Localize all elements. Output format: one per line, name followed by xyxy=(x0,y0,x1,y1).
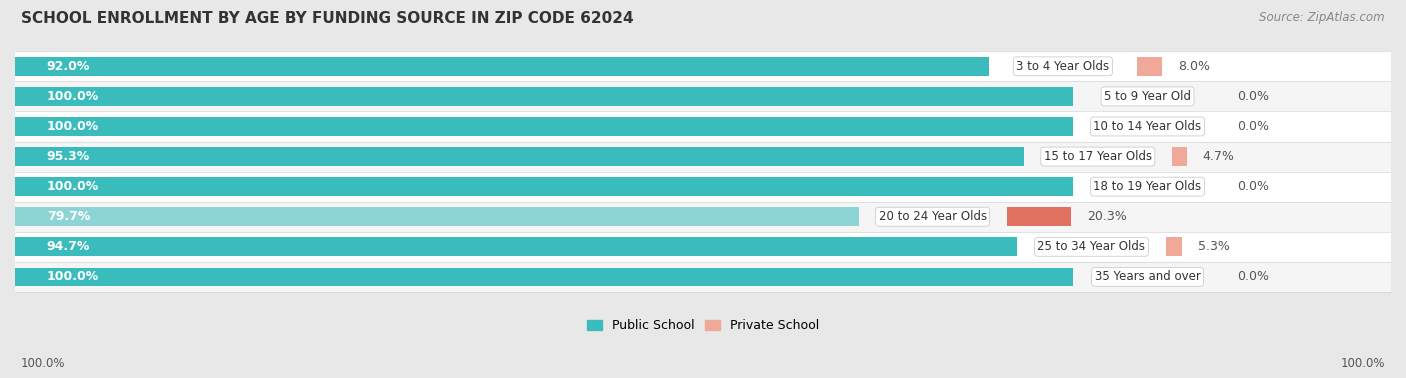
Text: 3 to 4 Year Olds: 3 to 4 Year Olds xyxy=(1017,60,1109,73)
Text: 20 to 24 Year Olds: 20 to 24 Year Olds xyxy=(879,210,987,223)
Legend: Public School, Private School: Public School, Private School xyxy=(582,314,824,337)
Bar xyxy=(1137,57,1163,76)
Bar xyxy=(0,172,1406,202)
Text: 100.0%: 100.0% xyxy=(46,270,98,284)
Bar xyxy=(15,268,1073,286)
Bar xyxy=(15,117,1073,136)
Bar xyxy=(15,57,988,76)
Text: 0.0%: 0.0% xyxy=(1237,180,1270,193)
Bar xyxy=(0,51,1406,81)
Text: 100.0%: 100.0% xyxy=(46,120,98,133)
Text: 0.0%: 0.0% xyxy=(1237,90,1270,103)
Text: 4.7%: 4.7% xyxy=(1202,150,1234,163)
Text: 18 to 19 Year Olds: 18 to 19 Year Olds xyxy=(1094,180,1202,193)
Text: 79.7%: 79.7% xyxy=(46,210,90,223)
Text: 8.0%: 8.0% xyxy=(1178,60,1211,73)
Bar xyxy=(15,87,1073,106)
Bar xyxy=(0,112,1406,141)
Text: 25 to 34 Year Olds: 25 to 34 Year Olds xyxy=(1038,240,1146,253)
Bar xyxy=(0,81,1406,112)
Text: 100.0%: 100.0% xyxy=(1340,358,1385,370)
Text: 100.0%: 100.0% xyxy=(21,358,66,370)
Text: 94.7%: 94.7% xyxy=(46,240,90,253)
Bar xyxy=(0,141,1406,172)
Text: 0.0%: 0.0% xyxy=(1237,120,1270,133)
Bar xyxy=(1171,147,1187,166)
Bar xyxy=(15,177,1073,196)
Bar xyxy=(0,232,1406,262)
Bar xyxy=(1166,237,1182,256)
Text: 15 to 17 Year Olds: 15 to 17 Year Olds xyxy=(1043,150,1152,163)
Text: 100.0%: 100.0% xyxy=(46,90,98,103)
Text: SCHOOL ENROLLMENT BY AGE BY FUNDING SOURCE IN ZIP CODE 62024: SCHOOL ENROLLMENT BY AGE BY FUNDING SOUR… xyxy=(21,11,634,26)
Text: 35 Years and over: 35 Years and over xyxy=(1095,270,1201,284)
Text: 92.0%: 92.0% xyxy=(46,60,90,73)
Bar xyxy=(15,237,1018,256)
Text: 100.0%: 100.0% xyxy=(46,180,98,193)
Bar xyxy=(1007,208,1071,226)
Text: 95.3%: 95.3% xyxy=(46,150,90,163)
Text: 10 to 14 Year Olds: 10 to 14 Year Olds xyxy=(1094,120,1202,133)
Text: 20.3%: 20.3% xyxy=(1087,210,1126,223)
Text: Source: ZipAtlas.com: Source: ZipAtlas.com xyxy=(1260,11,1385,24)
Bar xyxy=(0,202,1406,232)
Text: 0.0%: 0.0% xyxy=(1237,270,1270,284)
Bar xyxy=(15,147,1024,166)
Bar xyxy=(15,208,859,226)
Text: 5 to 9 Year Old: 5 to 9 Year Old xyxy=(1104,90,1191,103)
Bar xyxy=(0,262,1406,292)
Text: 5.3%: 5.3% xyxy=(1198,240,1230,253)
